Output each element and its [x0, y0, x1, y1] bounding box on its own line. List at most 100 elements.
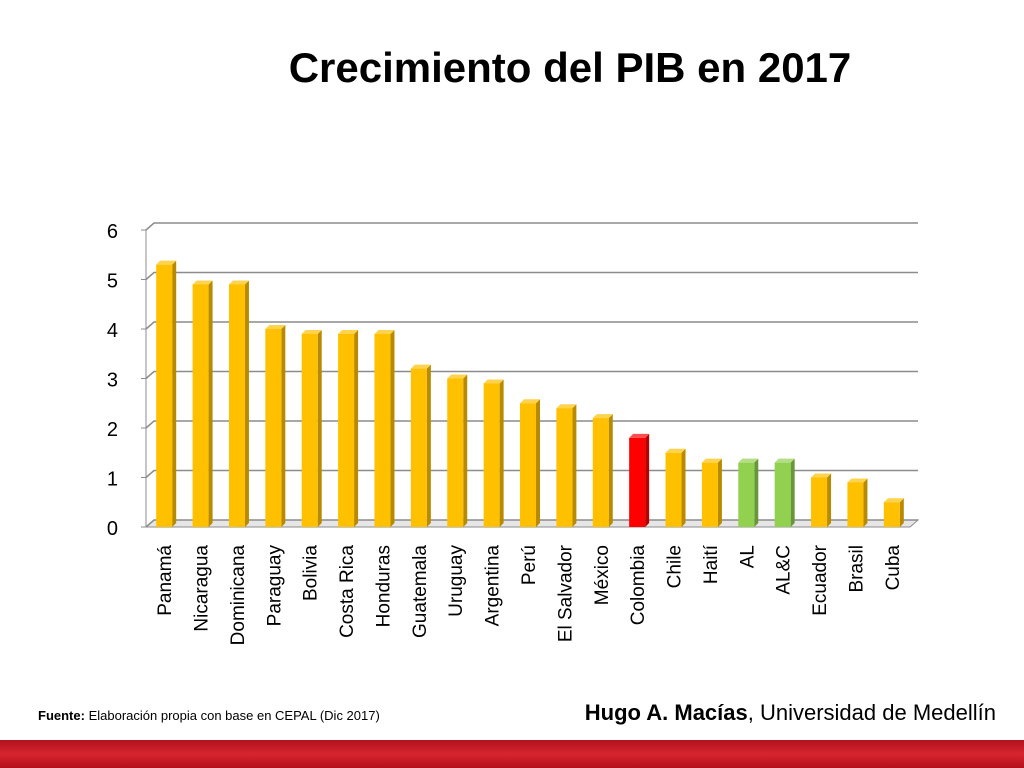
bar-side: [536, 399, 540, 527]
bar: [338, 329, 359, 527]
bar-top: [701, 458, 722, 463]
bar: [665, 448, 686, 527]
x-tick-label: Perú: [519, 545, 540, 585]
bar-front: [520, 403, 536, 527]
bar-top: [738, 458, 759, 463]
bar-top: [556, 404, 577, 409]
bar: [520, 399, 540, 527]
bar-top: [338, 329, 359, 334]
bar-top: [520, 399, 540, 404]
x-tick-label: México: [592, 545, 613, 605]
x-tick-label: Bolivia: [301, 545, 322, 601]
bar-side: [244, 280, 249, 527]
bar-front: [738, 462, 755, 527]
footer-bar: [0, 740, 1024, 768]
bar-front: [592, 418, 609, 527]
bar-front: [774, 462, 791, 527]
bar-front: [156, 264, 173, 527]
bar-top: [410, 364, 431, 369]
bar: [192, 280, 213, 527]
bar-front: [410, 368, 427, 527]
author-name: Hugo A. Macías: [584, 700, 748, 725]
bar-side: [281, 325, 286, 527]
bar-side: [899, 498, 904, 527]
x-tick-label: Honduras: [373, 545, 394, 627]
bar-side: [754, 458, 759, 527]
y-tick-label: 2: [107, 419, 118, 441]
y-tick-label: 1: [107, 469, 118, 491]
bar-side: [317, 329, 322, 527]
bar: [592, 414, 613, 527]
bar: [847, 478, 868, 527]
x-tick-label: Chile: [665, 545, 686, 588]
bar-front: [847, 482, 864, 527]
y-tick-label: 6: [107, 221, 118, 243]
bar: [374, 329, 395, 527]
bar-front: [228, 284, 245, 527]
gridline: [145, 370, 918, 380]
x-tick-label: Guatemala: [410, 545, 431, 638]
bar-front: [301, 333, 318, 527]
gridline: [145, 420, 918, 429]
bar-side: [717, 458, 722, 527]
bar-side: [827, 473, 832, 527]
bar-side: [572, 404, 577, 527]
bar: [774, 458, 795, 527]
bar-side: [172, 260, 177, 527]
source-label: Fuente:: [38, 708, 85, 723]
source-text: Elaboración propia con base en CEPAL (Di…: [88, 708, 380, 723]
x-tick-label: AL&C: [774, 545, 795, 595]
author-credit: Hugo A. Macías, Universidad de Medellín: [585, 700, 996, 726]
bar-side: [681, 448, 686, 527]
page-title: Crecimiento del PIB en 2017: [288, 44, 852, 91]
x-tick-label: Ecuador: [810, 544, 831, 615]
bar-front: [701, 462, 718, 527]
bar-top: [228, 280, 249, 285]
bar: [811, 473, 832, 527]
bar-side: [354, 329, 359, 527]
bar: [701, 458, 722, 527]
bar: [228, 280, 249, 527]
x-tick-label: Haití: [701, 544, 722, 584]
x-tick-label: Colombia: [628, 545, 649, 626]
y-tick-label: 0: [107, 518, 118, 540]
bar: [483, 379, 504, 527]
x-tick-label: Costa Rica: [337, 545, 358, 638]
bar-side: [426, 364, 431, 527]
bar-top: [883, 498, 904, 503]
bar-front: [192, 284, 209, 527]
bar-top: [665, 448, 686, 453]
bar-front: [447, 378, 464, 527]
bar-top: [192, 280, 213, 285]
bar-front: [483, 383, 500, 527]
x-tick-label: Dominicana: [228, 545, 249, 646]
bar-side: [208, 280, 213, 527]
x-tick-label: Uruguay: [446, 545, 467, 617]
source-note: Fuente: Elaboración propia con base en C…: [38, 708, 380, 723]
x-tick-label: El Salvador: [555, 544, 576, 642]
bar-side: [608, 414, 613, 527]
bar-top: [301, 329, 322, 334]
x-tick-label: Paraguay: [264, 545, 285, 627]
bar: [156, 260, 177, 527]
x-tick-label: Panamá: [155, 545, 176, 616]
bar: [447, 374, 468, 527]
gridline: [145, 222, 918, 231]
bar: [629, 433, 650, 527]
bar-chart: 0 1 2 3 4 5 6 Panamá Nicaragua Dominicana Paraguay…: [107, 221, 920, 646]
bar-top: [592, 414, 613, 419]
bar-top: [629, 433, 650, 438]
bar-top: [483, 379, 504, 384]
x-tick-label: Brasil: [846, 545, 867, 593]
bar-top: [774, 458, 795, 463]
bar-top: [811, 473, 832, 478]
bar: [883, 498, 904, 527]
bar-front: [556, 408, 573, 527]
gridline: [145, 321, 918, 330]
bar-top: [156, 260, 177, 265]
bar: [301, 329, 322, 527]
y-tick-label: 3: [107, 370, 118, 392]
y-tick-label: 5: [107, 271, 118, 293]
gridline: [145, 271, 918, 281]
bar-side: [645, 433, 650, 527]
